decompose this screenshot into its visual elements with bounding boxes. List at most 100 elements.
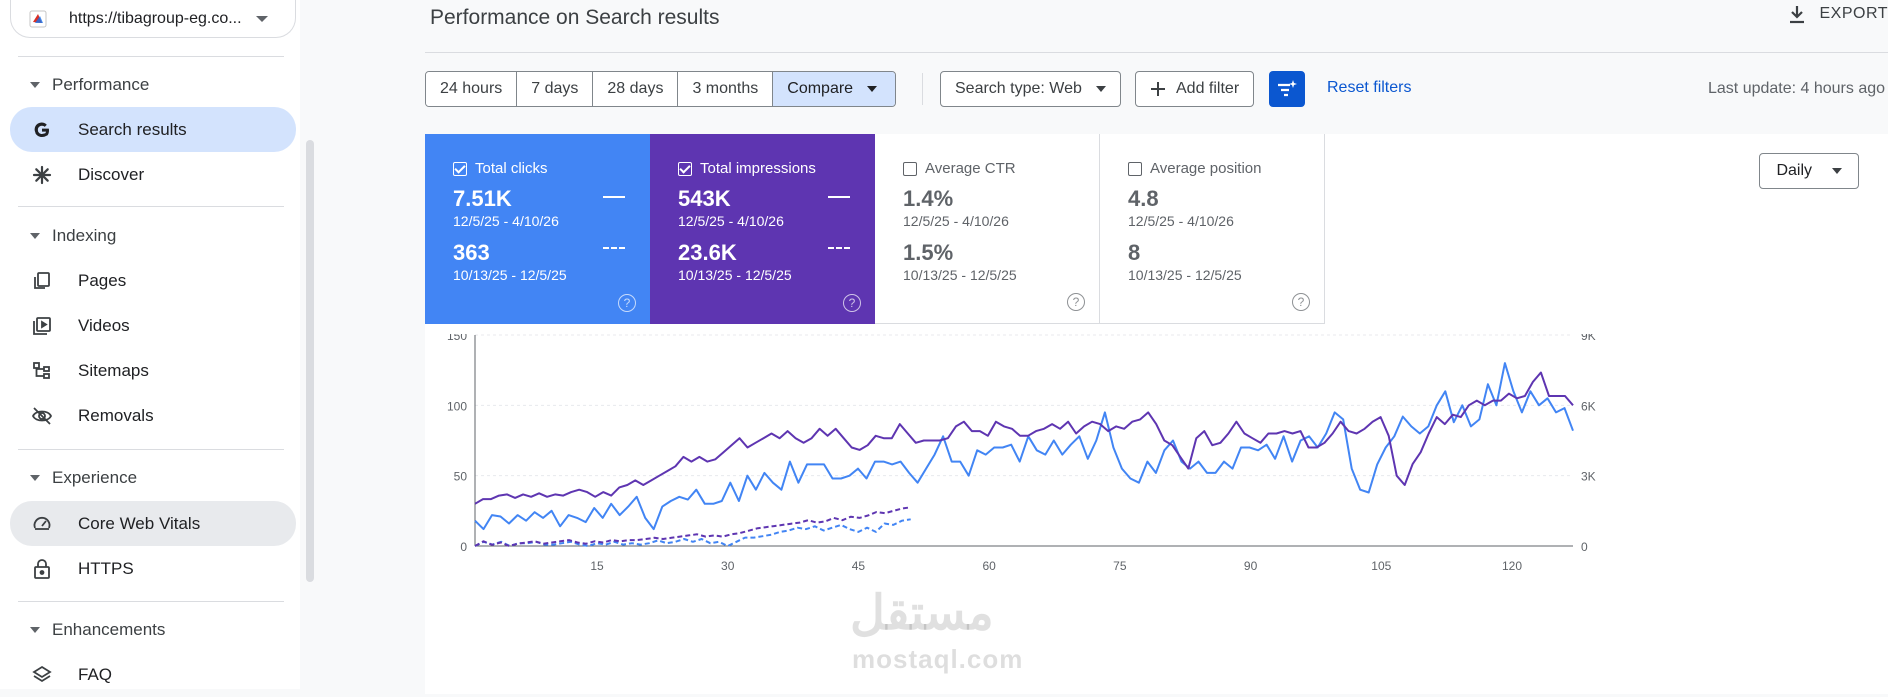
filter-sparkle-icon	[1276, 79, 1298, 99]
metric-compare-range: 10/13/25 - 12/5/25	[453, 267, 650, 283]
lock-icon	[30, 557, 54, 581]
section-label: Performance	[52, 75, 149, 95]
y-tick-right: 9K	[1581, 334, 1596, 343]
date-range-3-months[interactable]: 3 months	[678, 72, 773, 106]
layers-icon	[30, 663, 54, 687]
compare-button[interactable]: Compare	[773, 72, 895, 106]
series-line-1	[475, 373, 1573, 504]
y-tick-right: 3K	[1581, 470, 1596, 484]
sidebar-scrollbar[interactable]	[306, 140, 314, 582]
section-label: Experience	[52, 468, 137, 488]
collapse-triangle-icon	[30, 82, 40, 88]
metric-value: 7.51K	[453, 187, 650, 211]
sidebar-item-removals[interactable]: Removals	[10, 393, 296, 438]
chevron-down-icon	[1832, 168, 1842, 174]
date-range-selector: 24 hours 7 days 28 days 3 months Compare	[425, 71, 896, 107]
search-type-label: Search type: Web	[955, 80, 1082, 98]
section-label: Indexing	[52, 226, 116, 246]
metric-range: 12/5/25 - 4/10/26	[678, 213, 875, 229]
section-enhancements[interactable]: Enhancements	[30, 620, 165, 640]
sidebar-item-videos[interactable]: Videos	[10, 303, 296, 348]
help-icon[interactable]: ?	[1292, 293, 1310, 311]
sidebar-item-discover[interactable]: Discover	[10, 152, 296, 197]
metric-compare-range: 10/13/25 - 12/5/25	[678, 267, 875, 283]
sidebar-item-pages[interactable]: Pages	[10, 258, 296, 303]
performance-card: Total clicks 7.51K 12/5/25 - 4/10/26 363…	[425, 134, 1888, 694]
property-url: https://tibagroup-eg.co...	[69, 10, 242, 28]
chevron-down-icon	[256, 16, 268, 22]
collapse-triangle-icon	[30, 475, 40, 481]
reset-filters-link[interactable]: Reset filters	[1327, 79, 1411, 97]
sitemap-icon	[30, 359, 54, 383]
divider	[18, 206, 284, 207]
metric-total-clicks[interactable]: Total clicks 7.51K 12/5/25 - 4/10/26 363…	[425, 134, 650, 324]
metric-total-impressions[interactable]: Total impressions 543K 12/5/25 - 4/10/26…	[650, 134, 875, 324]
metric-label: Average position	[1150, 160, 1261, 177]
help-icon[interactable]: ?	[1067, 293, 1085, 311]
property-selector[interactable]: https://tibagroup-eg.co...	[10, 0, 296, 38]
metric-label: Average CTR	[925, 160, 1016, 177]
plus-icon	[1150, 81, 1166, 97]
page-title: Performance on Search results	[430, 6, 719, 30]
metric-average-ctr[interactable]: Average CTR 1.4% 12/5/25 - 4/10/26 1.5% …	[875, 134, 1100, 324]
asterisk-icon	[30, 163, 54, 187]
x-tick-label: 30	[721, 559, 735, 573]
section-indexing[interactable]: Indexing	[30, 226, 116, 246]
add-filter-label: Add filter	[1176, 80, 1239, 98]
x-tick-label: 60	[982, 559, 996, 573]
sidebar-item-https[interactable]: HTTPS	[10, 546, 296, 591]
gauge-icon	[30, 512, 54, 536]
section-label: Enhancements	[52, 620, 165, 640]
video-icon	[30, 314, 54, 338]
help-icon[interactable]: ?	[618, 294, 636, 312]
search-type-filter[interactable]: Search type: Web	[940, 71, 1121, 107]
export-button[interactable]: EXPORT	[1788, 4, 1888, 24]
watermark-logo: مستقل	[850, 585, 994, 641]
export-label: EXPORT	[1820, 5, 1888, 23]
eye-off-icon	[30, 404, 54, 428]
sidebar: https://tibagroup-eg.co... Performance S…	[0, 0, 300, 689]
checkbox-checked[interactable]	[678, 162, 692, 176]
metric-average-position[interactable]: Average position 4.8 12/5/25 - 4/10/26 8…	[1100, 134, 1325, 324]
date-range-24-hours[interactable]: 24 hours	[426, 72, 517, 106]
sidebar-item-faq[interactable]: FAQ	[10, 652, 296, 697]
sidebar-item-label: FAQ	[78, 665, 112, 685]
metric-compare-value: 23.6K	[678, 241, 875, 265]
metric-compare-range: 10/13/25 - 12/5/25	[1128, 267, 1324, 283]
divider	[18, 449, 284, 450]
section-experience[interactable]: Experience	[30, 468, 137, 488]
main-content: Performance on Search results EXPORT 24 …	[425, 0, 1888, 689]
filter-settings-button[interactable]	[1269, 71, 1305, 107]
x-tick-label: 45	[852, 559, 866, 573]
metric-value: 543K	[678, 187, 875, 211]
metric-range: 12/5/25 - 4/10/26	[453, 213, 650, 229]
checkbox-unchecked[interactable]	[1128, 162, 1142, 176]
y-tick-left: 50	[454, 470, 468, 484]
sidebar-item-label: Removals	[78, 406, 154, 426]
sidebar-item-core-web-vitals[interactable]: Core Web Vitals	[10, 501, 296, 546]
x-tick-label: 90	[1244, 559, 1258, 573]
date-range-28-days[interactable]: 28 days	[593, 72, 678, 106]
last-update-text: Last update: 4 hours ago	[1708, 80, 1885, 98]
help-icon[interactable]: ?	[843, 294, 861, 312]
compare-label: Compare	[787, 80, 853, 98]
checkbox-checked[interactable]	[453, 162, 467, 176]
collapse-triangle-icon	[30, 627, 40, 633]
metric-range: 12/5/25 - 4/10/26	[1128, 213, 1324, 229]
add-filter-button[interactable]: Add filter	[1135, 71, 1254, 107]
sidebar-item-search-results[interactable]: Search results	[10, 107, 296, 152]
checkbox-unchecked[interactable]	[903, 162, 917, 176]
toolbar-divider	[922, 73, 923, 105]
metric-value: 1.4%	[903, 187, 1099, 211]
sidebar-item-sitemaps[interactable]: Sitemaps	[10, 348, 296, 393]
sidebar-item-label: Discover	[78, 165, 144, 185]
metric-compare-value: 1.5%	[903, 241, 1099, 265]
series-line-0	[475, 363, 1573, 529]
y-tick-right: 6K	[1581, 399, 1596, 413]
date-range-7-days[interactable]: 7 days	[517, 72, 593, 106]
section-performance[interactable]: Performance	[30, 75, 149, 95]
granularity-dropdown[interactable]: Daily	[1759, 153, 1859, 189]
solid-line-legend-icon	[603, 196, 625, 198]
y-tick-left: 0	[460, 540, 467, 554]
sidebar-item-label: HTTPS	[78, 559, 134, 579]
